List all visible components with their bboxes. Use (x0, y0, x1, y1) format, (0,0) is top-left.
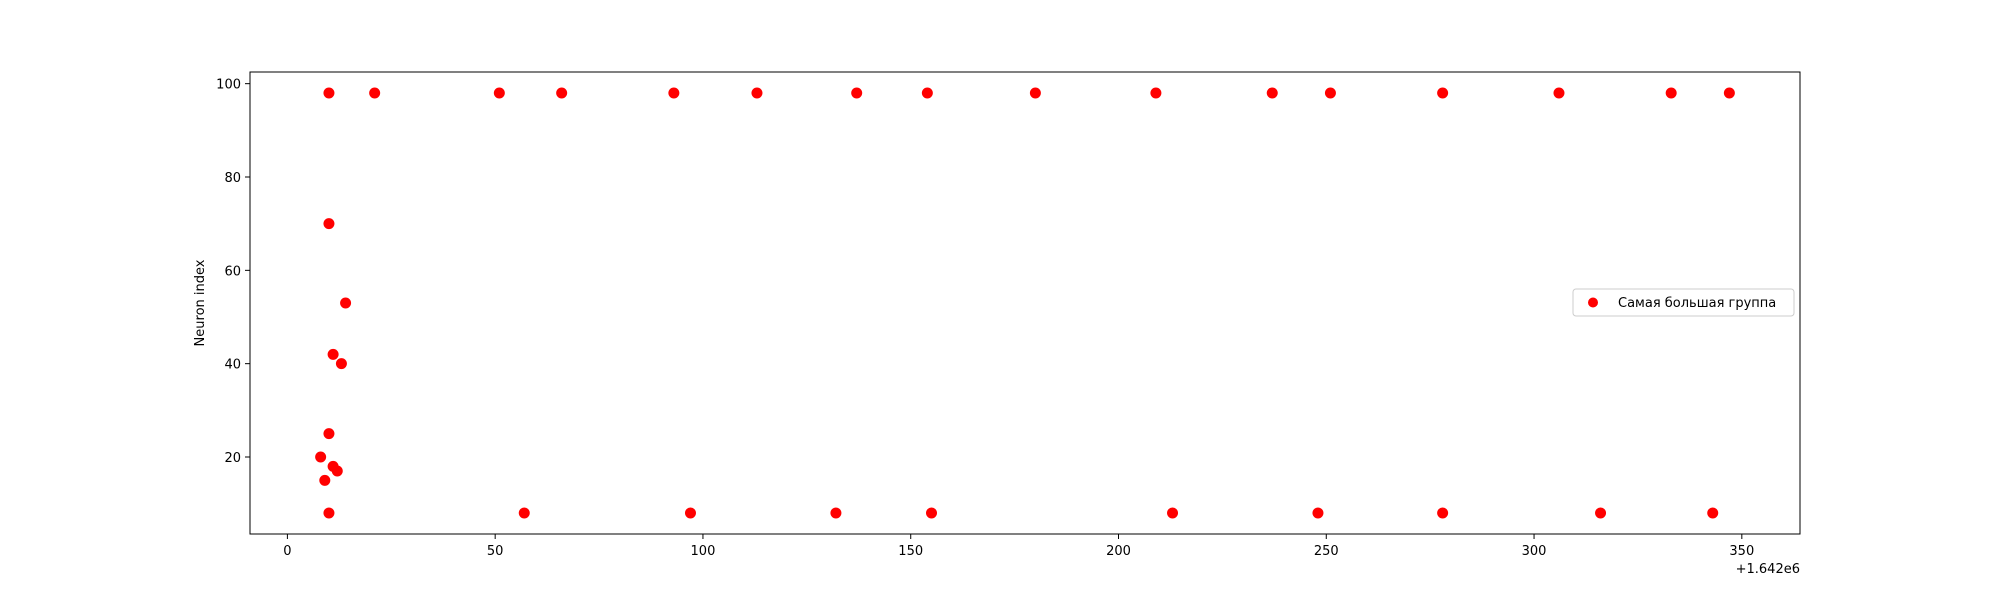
x-tick-label: 50 (487, 544, 504, 559)
data-point (518, 507, 530, 519)
data-point (1312, 507, 1324, 519)
data-points (315, 87, 1735, 519)
data-point (323, 507, 335, 519)
data-point (684, 507, 696, 519)
data-point (1553, 87, 1565, 99)
data-point (851, 87, 863, 99)
y-tick-label: 20 (224, 451, 241, 466)
y-tick-label: 80 (224, 171, 241, 186)
x-tick-label: 100 (691, 544, 716, 559)
data-point (335, 358, 347, 370)
plot-frame (249, 71, 1801, 535)
y-axis: 20 40 60 80 100 (216, 78, 250, 466)
data-point (1707, 507, 1719, 519)
data-point (319, 474, 331, 486)
x-offset-label: +1.642e6 (1736, 562, 1800, 577)
legend-box (1572, 288, 1795, 317)
x-tick-label: 250 (1314, 544, 1339, 559)
data-point (926, 507, 937, 519)
data-point (1723, 87, 1735, 99)
y-axis-label: Neuron index (193, 259, 208, 346)
data-point (556, 87, 568, 99)
data-point (830, 507, 842, 519)
data-point (340, 297, 352, 309)
data-point (751, 87, 763, 99)
data-point (1437, 507, 1449, 519)
data-point (1665, 87, 1677, 99)
data-point (1167, 507, 1179, 519)
data-point (668, 87, 680, 99)
x-tick-label: 200 (1106, 544, 1131, 559)
x-tick-label: 300 (1522, 544, 1547, 559)
data-point (323, 428, 335, 440)
data-point (1266, 87, 1278, 99)
legend: Самая большая группа (1572, 288, 1795, 317)
data-point (331, 465, 343, 477)
x-tick-label: 0 (283, 544, 291, 559)
data-point (327, 348, 339, 360)
x-tick-label: 150 (898, 544, 923, 559)
data-point (493, 87, 505, 99)
legend-marker (1588, 297, 1598, 308)
data-point (323, 218, 335, 230)
data-point (315, 451, 327, 463)
data-point (1324, 87, 1336, 99)
data-point (369, 87, 381, 99)
data-point (1437, 87, 1449, 99)
x-axis: 0 50 100 150 200 250 300 350 (283, 534, 1754, 559)
data-point (1595, 507, 1607, 519)
y-tick-label: 40 (224, 358, 241, 373)
data-point (1150, 87, 1162, 99)
y-tick-label: 60 (224, 264, 241, 279)
legend-label: Самая большая группа (1618, 296, 1776, 311)
data-point (323, 87, 335, 99)
x-tick-label: 350 (1729, 544, 1754, 559)
data-point (921, 87, 933, 99)
data-point (1029, 87, 1041, 99)
y-tick-label: 100 (216, 78, 241, 93)
